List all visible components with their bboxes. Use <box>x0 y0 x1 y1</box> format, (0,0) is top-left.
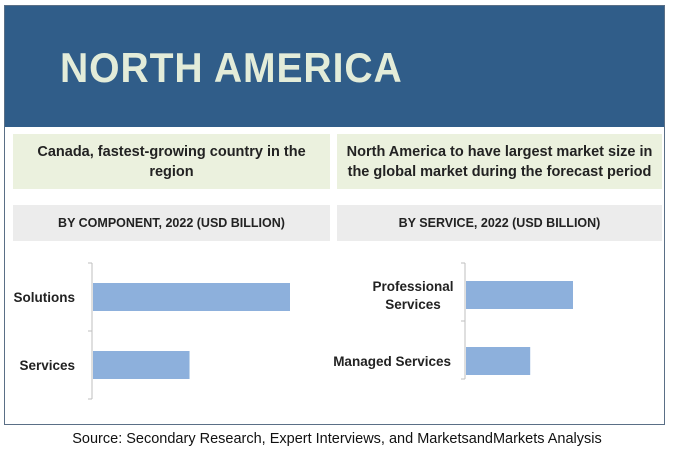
source-note: Source: Secondary Research, Expert Inter… <box>72 431 602 447</box>
category-label-managed-services: Managed Services <box>333 354 451 369</box>
bar-managed-services <box>466 347 531 375</box>
bar-professional-services <box>466 281 573 309</box>
component-chart-svg: Solutions Services <box>14 262 290 400</box>
category-label-professional-services: Professional Services <box>372 279 453 312</box>
chart-title-component: BY COMPONENT, 2022 (USD BILLION) <box>13 205 330 241</box>
bar-solutions <box>93 283 290 311</box>
callout-right: North America to have largest market siz… <box>337 134 662 189</box>
callout-left: Canada, fastest-growing country in the r… <box>13 134 330 189</box>
chart-title-service: BY SERVICE, 2022 (USD BILLION) <box>337 205 662 241</box>
category-label-services: Services <box>19 358 75 373</box>
bar-services <box>93 351 190 379</box>
category-label-solutions: Solutions <box>14 290 76 305</box>
region-banner: NORTH AMERICA <box>5 6 664 127</box>
infographic-frame: NORTH AMERICA Canada, fastest-growing co… <box>4 5 665 425</box>
banner-title: NORTH AMERICA <box>60 44 403 91</box>
service-bar-chart: Professional Services Managed Services <box>333 261 665 401</box>
service-chart-svg: Professional Services Managed Services <box>333 262 573 380</box>
component-bar-chart: Solutions Services <box>5 261 335 401</box>
